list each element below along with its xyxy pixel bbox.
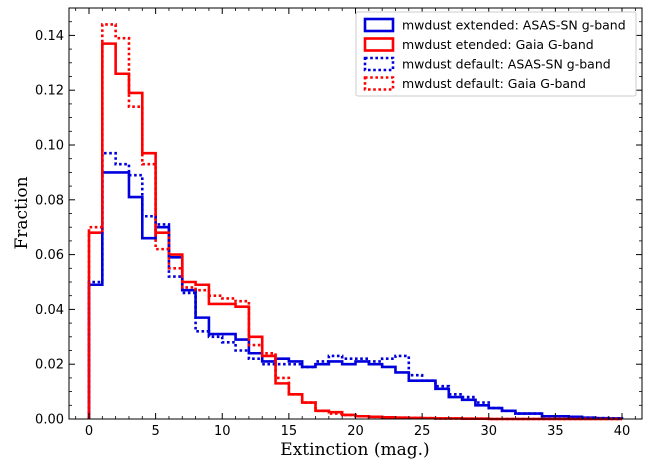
y-axis-label: Fraction	[12, 176, 32, 249]
y-tick-label: 0.00	[35, 413, 64, 428]
y-tick-label: 0.14	[35, 29, 64, 44]
x-tick-label: 25	[414, 424, 431, 439]
x-tick-label: 35	[547, 424, 564, 439]
series-line-1	[87, 171, 624, 420]
x-tick-label: 20	[347, 424, 364, 439]
x-tick-label: 10	[214, 424, 231, 439]
y-tick-label: 0.02	[35, 358, 64, 373]
y-tick-label: 0.04	[35, 303, 64, 318]
x-tick-label: 30	[480, 424, 497, 439]
legend-label-1: mwdust extended: ASAS-SN g-band	[402, 18, 626, 33]
legend-box	[355, 11, 637, 97]
x-axis-label: Extinction (mag.)	[280, 440, 429, 460]
y-tick-label: 0.12	[35, 84, 64, 99]
legend: mwdust extended: ASAS-SN g-band mwdust et…	[355, 11, 637, 97]
y-tick-label: 0.08	[35, 193, 64, 208]
plot-frame	[68, 7, 643, 420]
x-tick-label: 40	[614, 424, 631, 439]
legend-label-2: mwdust etended: Gaia G-band	[402, 37, 594, 52]
legend-swatch-3	[363, 56, 395, 72]
y-tick-label: 0.10	[35, 139, 64, 154]
legend-swatch-2	[363, 37, 395, 52]
legend-swatch-1	[363, 17, 395, 33]
legend-swatch-4	[363, 76, 395, 91]
x-tick-label: 15	[281, 424, 298, 439]
series-line-3	[87, 151, 624, 420]
y-tick-label: 0.06	[35, 248, 64, 263]
x-tick-label: 5	[151, 424, 159, 439]
legend-label-3: mwdust default: ASAS-SN g-band	[402, 57, 611, 72]
legend-label-4: mwdust default: Gaia G-band	[402, 76, 586, 91]
x-tick-label: 0	[85, 424, 93, 439]
